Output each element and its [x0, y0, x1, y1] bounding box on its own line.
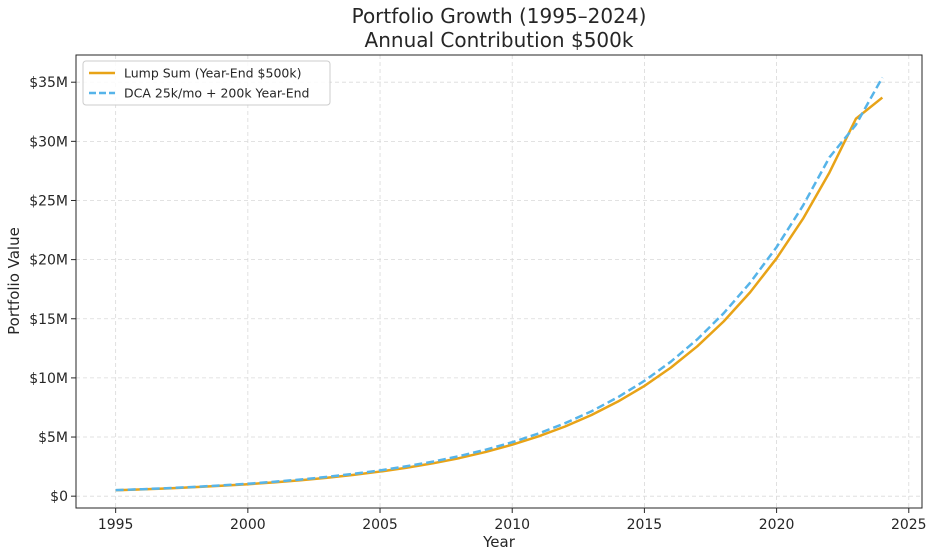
plot-frame: [75, 54, 923, 509]
chart-title: Portfolio Growth (1995–2024): [352, 4, 647, 28]
x-tick-label: 2015: [627, 517, 663, 533]
legend-box: [82, 60, 331, 106]
x-axis: 1995 2000 2005 2010 2015 2020 2025: [98, 508, 927, 533]
y-tick-label: $30M: [29, 134, 68, 150]
y-axis-label: Portfolio Value: [5, 227, 23, 335]
x-tick-label: 2005: [362, 517, 398, 533]
series-layer: [115, 76, 884, 492]
x-axis-label: Year: [482, 533, 516, 551]
y-tick-label: $15M: [29, 312, 68, 328]
y-tick-label: $35M: [29, 75, 68, 91]
x-tick-label: 2010: [494, 517, 530, 533]
legend-label-0: Lump Sum (Year-End $500k): [124, 66, 301, 81]
y-axis: $0 $5M $10M $15M $20M $25M $30M $35M: [29, 75, 76, 505]
y-tick-label: $5M: [38, 430, 68, 446]
x-tick-label: 2000: [230, 517, 266, 533]
x-tick-label: 2025: [891, 517, 927, 533]
x-tick-label: 1995: [98, 517, 134, 533]
y-tick-label: $10M: [29, 371, 68, 387]
y-tick-label: $20M: [29, 253, 68, 269]
x-tick-label: 2020: [759, 517, 795, 533]
legend: Lump Sum (Year-End $500k) DCA 25k/mo + 20…: [82, 60, 331, 106]
y-tick-label: $25M: [29, 193, 68, 209]
legend-label-1: DCA 25k/mo + 200k Year-End: [124, 86, 309, 101]
chart-subtitle: Annual Contribution $500k: [365, 28, 634, 52]
y-tick-label: $0: [50, 489, 68, 505]
grid-lines: [76, 55, 922, 508]
series-line-0: [115, 96, 884, 492]
series-line-1: [115, 76, 884, 492]
